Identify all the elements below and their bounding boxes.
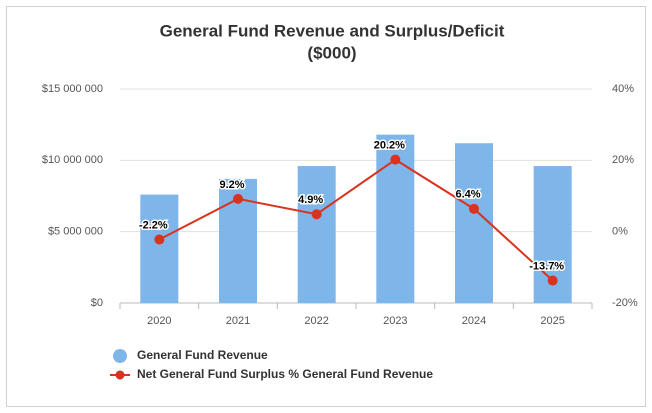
x-tick-label: 2021 bbox=[226, 315, 250, 327]
x-tick-label: 2020 bbox=[147, 315, 171, 327]
bar bbox=[455, 143, 493, 303]
legend-label: Net General Fund Surplus % General Fund … bbox=[137, 367, 433, 381]
data-label: -2.2% bbox=[139, 219, 168, 231]
line-point bbox=[311, 209, 322, 220]
bar bbox=[140, 194, 179, 303]
line-point bbox=[390, 154, 401, 165]
line-point bbox=[469, 203, 479, 214]
data-label: -13.7% bbox=[529, 260, 564, 272]
x-tick-label: 2022 bbox=[304, 315, 328, 327]
bar bbox=[297, 166, 336, 303]
line bbox=[158, 158, 554, 282]
line-point bbox=[154, 234, 165, 245]
y2-tick-label: 40% bbox=[612, 83, 634, 95]
data-label: 9.2% bbox=[219, 179, 244, 191]
line-point bbox=[233, 193, 243, 204]
legend-marker bbox=[113, 349, 127, 363]
y-tick-label: $15 000 000 bbox=[42, 83, 103, 95]
y-tick-label: $0 bbox=[91, 297, 103, 309]
data-label: 6.4% bbox=[455, 189, 480, 201]
x-tick-label: 2024 bbox=[462, 315, 486, 327]
data-label: 4.9% bbox=[298, 194, 323, 206]
y2-tick-label: 20% bbox=[612, 154, 634, 166]
line-point bbox=[547, 275, 558, 286]
chart-title: ($000) bbox=[307, 43, 356, 62]
y2-tick-label: -20% bbox=[612, 297, 638, 309]
x-tick-label: 2023 bbox=[383, 315, 407, 327]
legend-label: General Fund Revenue bbox=[137, 348, 268, 362]
x-tick-label: 2025 bbox=[540, 315, 564, 327]
y2-tick-label: 0% bbox=[612, 226, 628, 238]
y-tick-label: $10 000 000 bbox=[42, 154, 103, 166]
y-tick-label: $5 000 000 bbox=[48, 226, 103, 238]
chart-title: General Fund Revenue and Surplus/Deficit bbox=[160, 21, 505, 40]
data-label: 20.2% bbox=[374, 140, 405, 152]
legend-marker bbox=[115, 370, 125, 380]
